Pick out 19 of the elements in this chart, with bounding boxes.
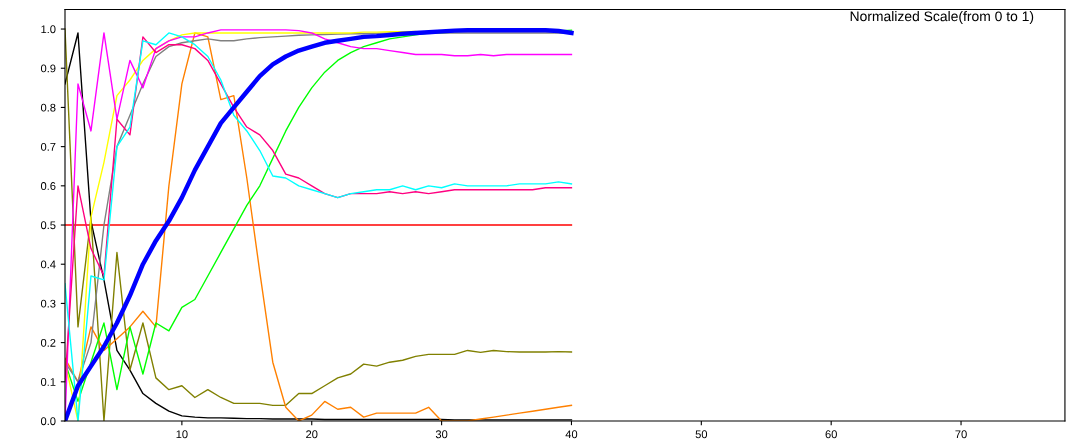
x-tick-label: 40 xyxy=(565,430,578,439)
x-tick-label: 20 xyxy=(306,430,318,439)
y-tick-label: 0.8 xyxy=(40,103,56,112)
x-tick-label: 50 xyxy=(695,430,708,439)
y-tick-label: 0.7 xyxy=(40,142,56,151)
x-tick-label: 70 xyxy=(955,430,967,439)
y-tick-label: 0.9 xyxy=(40,64,56,73)
y-tick-label: 0.5 xyxy=(40,221,56,230)
y-tick-label: 0.1 xyxy=(40,378,56,386)
y-tick-label: 0.0 xyxy=(40,417,56,426)
x-tick-label: 60 xyxy=(825,430,837,439)
y-tick-label: 0.4 xyxy=(40,260,56,269)
y-tick-label: 0.3 xyxy=(40,299,56,308)
x-tick-label: 30 xyxy=(435,430,448,439)
y-tick-label: 0.6 xyxy=(40,182,56,190)
y-tick-label: 0.2 xyxy=(40,338,56,347)
annotation: Normalized Scale(from 0 to 1) xyxy=(850,11,1034,24)
x-tick-label: 10 xyxy=(176,430,188,439)
y-tick-label: 1.0 xyxy=(41,25,56,34)
